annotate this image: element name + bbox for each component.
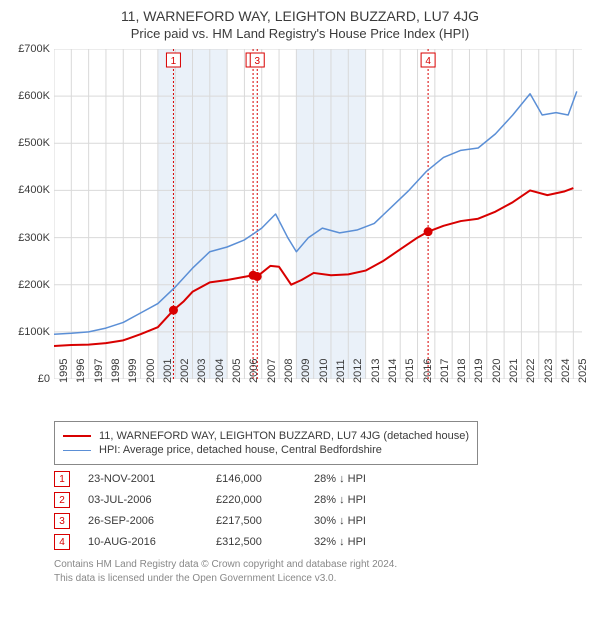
x-tick-label: 2000	[145, 359, 157, 383]
footer-line-2: This data is licensed under the Open Gov…	[54, 572, 590, 586]
chart-title: 11, WARNEFORD WAY, LEIGHTON BUZZARD, LU7…	[10, 8, 590, 24]
x-axis-ticks: 1995199619971998199920002001200220032004…	[54, 379, 582, 415]
y-tick-label: £0	[38, 373, 54, 385]
x-tick-label: 2022	[525, 359, 537, 383]
transactions-table: 1 23-NOV-2001 £146,000 28% ↓ HPI 2 03-JUL-200…	[54, 471, 590, 550]
x-tick-label: 2007	[266, 359, 278, 383]
legend-label: 11, WARNEFORD WAY, LEIGHTON BUZZARD, LU7…	[99, 430, 469, 442]
transaction-row: 3 26-SEP-2006 £217,500 30% ↓ HPI	[54, 513, 590, 529]
svg-text:3: 3	[254, 56, 260, 67]
legend: 11, WARNEFORD WAY, LEIGHTON BUZZARD, LU7…	[54, 421, 478, 465]
x-tick-label: 2024	[560, 359, 572, 383]
x-tick-label: 1998	[110, 359, 122, 383]
chart-subtitle: Price paid vs. HM Land Registry's House …	[10, 26, 590, 41]
transaction-diff: 32% ↓ HPI	[314, 536, 404, 548]
x-tick-label: 1996	[75, 359, 87, 383]
transaction-price: £312,500	[216, 536, 296, 548]
y-tick-label: £300K	[18, 232, 54, 244]
x-tick-label: 2018	[456, 359, 468, 383]
legend-label: HPI: Average price, detached house, Cent…	[99, 444, 382, 456]
legend-swatch	[63, 435, 91, 437]
y-tick-label: £400K	[18, 184, 54, 196]
x-tick-label: 2015	[404, 359, 416, 383]
transaction-price: £217,500	[216, 515, 296, 527]
footer-line-1: Contains HM Land Registry data © Crown c…	[54, 558, 590, 572]
legend-row: 11, WARNEFORD WAY, LEIGHTON BUZZARD, LU7…	[63, 430, 469, 442]
transaction-marker: 2	[54, 492, 70, 508]
transaction-diff: 28% ↓ HPI	[314, 473, 404, 485]
x-tick-label: 2020	[491, 359, 503, 383]
transaction-diff: 30% ↓ HPI	[314, 515, 404, 527]
chart-svg: 1234	[54, 49, 582, 379]
x-tick-label: 2013	[370, 359, 382, 383]
transaction-date: 10-AUG-2016	[88, 536, 198, 548]
legend-row: HPI: Average price, detached house, Cent…	[63, 444, 469, 456]
x-tick-label: 2017	[439, 359, 451, 383]
y-tick-label: £100K	[18, 326, 54, 338]
y-tick-label: £500K	[18, 137, 54, 149]
y-tick-label: £700K	[18, 43, 54, 55]
x-tick-label: 2021	[508, 359, 520, 383]
x-tick-label: 2001	[162, 359, 174, 383]
transaction-marker: 4	[54, 534, 70, 550]
y-tick-label: £600K	[18, 90, 54, 102]
transaction-row: 4 10-AUG-2016 £312,500 32% ↓ HPI	[54, 534, 590, 550]
transaction-row: 2 03-JUL-2006 £220,000 28% ↓ HPI	[54, 492, 590, 508]
x-tick-label: 2004	[214, 359, 226, 383]
transaction-price: £146,000	[216, 473, 296, 485]
x-tick-label: 2003	[196, 359, 208, 383]
x-tick-label: 2006	[248, 359, 260, 383]
transaction-price: £220,000	[216, 494, 296, 506]
x-tick-label: 2016	[422, 359, 434, 383]
x-tick-label: 2002	[179, 359, 191, 383]
transaction-date: 23-NOV-2001	[88, 473, 198, 485]
x-tick-label: 2008	[283, 359, 295, 383]
plot-area: 1234 £0£100K£200K£300K£400K£500K£600K£70…	[54, 49, 582, 379]
y-tick-label: £200K	[18, 279, 54, 291]
svg-text:1: 1	[171, 56, 177, 67]
x-tick-label: 2009	[300, 359, 312, 383]
transaction-marker: 1	[54, 471, 70, 487]
transaction-date: 26-SEP-2006	[88, 515, 198, 527]
transaction-marker: 3	[54, 513, 70, 529]
x-tick-label: 2019	[473, 359, 485, 383]
transaction-row: 1 23-NOV-2001 £146,000 28% ↓ HPI	[54, 471, 590, 487]
svg-text:4: 4	[425, 56, 431, 67]
x-tick-label: 1997	[93, 359, 105, 383]
x-tick-label: 1995	[58, 359, 70, 383]
x-tick-label: 2011	[335, 359, 347, 383]
x-tick-label: 1999	[127, 359, 139, 383]
legend-swatch	[63, 450, 91, 451]
x-tick-label: 2025	[577, 359, 589, 383]
x-tick-label: 2012	[352, 359, 364, 383]
x-tick-label: 2014	[387, 359, 399, 383]
chart-container: 11, WARNEFORD WAY, LEIGHTON BUZZARD, LU7…	[0, 0, 600, 595]
transaction-date: 03-JUL-2006	[88, 494, 198, 506]
x-tick-label: 2005	[231, 359, 243, 383]
x-tick-label: 2023	[543, 359, 555, 383]
x-tick-label: 2010	[318, 359, 330, 383]
transaction-diff: 28% ↓ HPI	[314, 494, 404, 506]
footer: Contains HM Land Registry data © Crown c…	[54, 558, 590, 585]
